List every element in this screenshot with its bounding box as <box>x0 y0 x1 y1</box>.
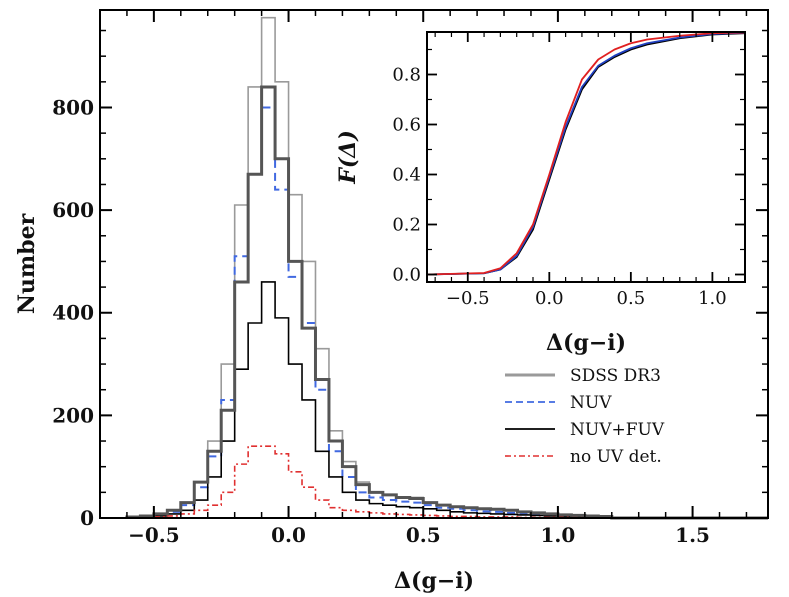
histogram-series-sdss-thick <box>125 85 768 520</box>
main-y-tick-label: 800 <box>52 95 94 119</box>
cdf-series-cumulative-blue- <box>426 31 746 276</box>
inset-ticks-group: −0.5 0.0 0.5 1.0 0.0 0.2 0.4 0.6 0.8 <box>392 32 746 309</box>
inset-x-tick-label: 0.0 <box>535 288 564 309</box>
main-histogram-plot: −0.5 0.0 0.5 1.0 1.5 0 200 400 600 800 Δ(g−i) Num… <box>14 9 769 594</box>
main-x-tick-label: −0.5 <box>128 523 180 547</box>
main-series-group <box>125 16 768 520</box>
main-y-tick-label: 400 <box>52 301 94 325</box>
inset-y-tick-label: 0.6 <box>392 115 421 136</box>
main-y-tick-label: 0 <box>80 506 94 530</box>
inset-plot-frame <box>426 31 746 283</box>
legend-label: NUV <box>570 393 612 413</box>
main-x-tick-label: 0.0 <box>271 523 306 547</box>
inset-x-axis-label: Δ(g−i) <box>546 330 626 356</box>
inset-y-tick-label: 0.8 <box>392 65 421 86</box>
main-x-tick-label: 1.5 <box>675 523 710 547</box>
inset-cdf-plot: −0.5 0.0 0.5 1.0 0.0 0.2 0.4 0.6 0.8 Δ(g−i) F(Δ) <box>335 31 746 356</box>
cdf-series-cumulative-red- <box>426 31 746 276</box>
inset-x-tick-label: 0.5 <box>617 288 646 309</box>
inset-y-tick-label: 0.4 <box>392 165 421 186</box>
main-y-tick-label: 200 <box>52 403 94 427</box>
inset-y-tick-label: 0.2 <box>392 215 421 236</box>
inset-y-tick-label: 0.0 <box>392 265 421 286</box>
inset-x-tick-label: 1.0 <box>698 288 727 309</box>
inset-y-axis-label: F(Δ) <box>335 130 361 185</box>
legend-label: NUV+FUV <box>570 420 665 440</box>
inset-background <box>427 32 745 282</box>
main-x-tick-label: 0.5 <box>406 523 441 547</box>
main-x-axis-label: Δ(g−i) <box>394 568 474 594</box>
main-y-tick-label: 600 <box>52 198 94 222</box>
inset-x-tick-label: −0.5 <box>446 288 490 309</box>
main-y-axis-label: Number <box>14 213 40 314</box>
main-plot-frame <box>99 9 769 519</box>
main-x-tick-label: 1.0 <box>541 523 576 547</box>
legend-label: SDSS DR3 <box>570 366 661 386</box>
inset-series-group <box>426 31 746 276</box>
main-ticks-group: −0.5 0.0 0.5 1.0 1.5 0 200 400 600 800 <box>52 10 768 547</box>
legend-label: no UV det. <box>570 447 662 467</box>
legend: SDSS DR3 NUV NUV+FUV no UV det. <box>505 366 665 467</box>
